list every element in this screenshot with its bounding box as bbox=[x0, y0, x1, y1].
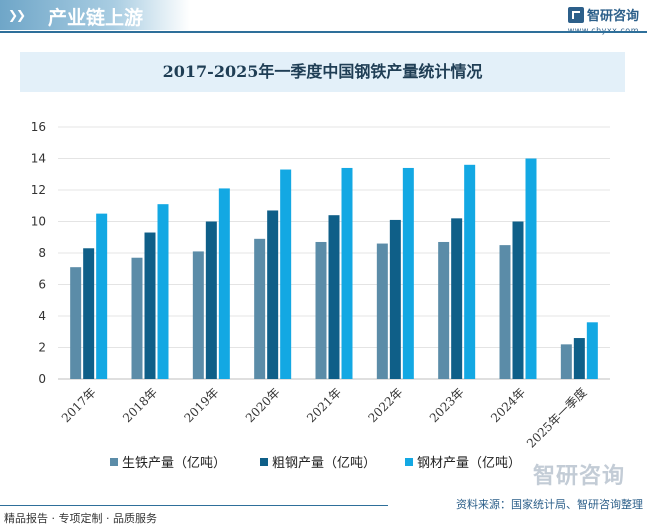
y-tick-label: 6 bbox=[38, 278, 46, 292]
bar bbox=[560, 344, 572, 379]
bar bbox=[218, 188, 230, 379]
bar bbox=[280, 169, 292, 379]
y-tick-label: 2 bbox=[38, 341, 46, 355]
chart-title-box: 2017-2025年一季度中国钢铁产量统计情况 bbox=[20, 52, 625, 92]
legend-label: 钢材产量（亿吨） bbox=[417, 456, 521, 471]
bar bbox=[254, 238, 266, 379]
bar bbox=[451, 218, 463, 379]
brand-url: www.chyxx.com bbox=[568, 26, 639, 35]
legend-label: 粗钢产量（亿吨） bbox=[272, 456, 376, 471]
y-tick-label: 12 bbox=[31, 183, 46, 197]
double-chevron-icon: ❯❯ bbox=[8, 8, 26, 22]
footer-divider bbox=[0, 505, 388, 506]
bar bbox=[402, 167, 414, 379]
bar bbox=[512, 221, 524, 379]
legend-swatch bbox=[260, 458, 268, 466]
brand-logo-icon bbox=[567, 6, 584, 23]
bar bbox=[341, 167, 353, 379]
brand-name: 智研咨询 bbox=[586, 9, 639, 24]
bar bbox=[315, 241, 327, 379]
x-tick-label: 2021年 bbox=[304, 385, 344, 425]
bar bbox=[131, 257, 143, 379]
bar bbox=[464, 164, 476, 379]
bar bbox=[328, 215, 340, 379]
x-tick-label: 2024年 bbox=[488, 385, 528, 425]
y-tick-label: 10 bbox=[31, 215, 46, 229]
bar bbox=[144, 232, 156, 379]
y-tick-label: 14 bbox=[31, 152, 46, 166]
bar bbox=[192, 251, 204, 379]
footer-tagline: 精品报告 · 专项定制 · 品质服务 bbox=[4, 512, 157, 525]
chart-title: 2017-2025年一季度中国钢铁产量统计情况 bbox=[162, 62, 483, 81]
bar bbox=[157, 204, 169, 379]
bar bbox=[438, 241, 450, 379]
bar bbox=[83, 248, 95, 379]
bar bbox=[389, 219, 401, 379]
x-tick-label: 2023年 bbox=[427, 385, 467, 425]
bar bbox=[96, 213, 108, 379]
bar bbox=[499, 245, 511, 379]
bar bbox=[376, 243, 388, 379]
bar bbox=[586, 322, 598, 379]
x-tick-label: 2025年一季度 bbox=[523, 385, 589, 451]
legend-swatch bbox=[110, 458, 118, 466]
bar bbox=[70, 267, 82, 379]
x-tick-label: 2022年 bbox=[365, 385, 405, 425]
y-tick-label: 4 bbox=[38, 309, 46, 323]
brand-block: 智研咨询 www.chyxx.com bbox=[568, 4, 639, 35]
x-tick-label: 2017年 bbox=[59, 385, 99, 425]
header-divider bbox=[0, 31, 647, 33]
y-tick-label: 0 bbox=[38, 372, 46, 386]
bar bbox=[525, 158, 537, 379]
legend-label: 生铁产量（亿吨） bbox=[122, 456, 226, 471]
y-tick-label: 16 bbox=[31, 120, 46, 134]
watermark-logo: 智研咨询 bbox=[532, 464, 625, 489]
header-banner: ❯❯ 产业链上游 bbox=[0, 0, 190, 30]
x-tick-label: 2018年 bbox=[120, 385, 160, 425]
page-header: ❯❯ 产业链上游 智研咨询 www.chyxx.com bbox=[0, 0, 647, 35]
legend-swatch bbox=[405, 458, 413, 466]
x-tick-label: 2020年 bbox=[243, 385, 283, 425]
bar bbox=[205, 221, 217, 379]
y-tick-label: 8 bbox=[38, 246, 46, 260]
source-note: 资料来源：国家统计局、智研咨询整理 bbox=[456, 498, 643, 511]
bar bbox=[573, 338, 585, 379]
bar bbox=[267, 210, 279, 379]
x-tick-label: 2019年 bbox=[181, 385, 221, 425]
section-title: 产业链上游 bbox=[48, 7, 144, 29]
